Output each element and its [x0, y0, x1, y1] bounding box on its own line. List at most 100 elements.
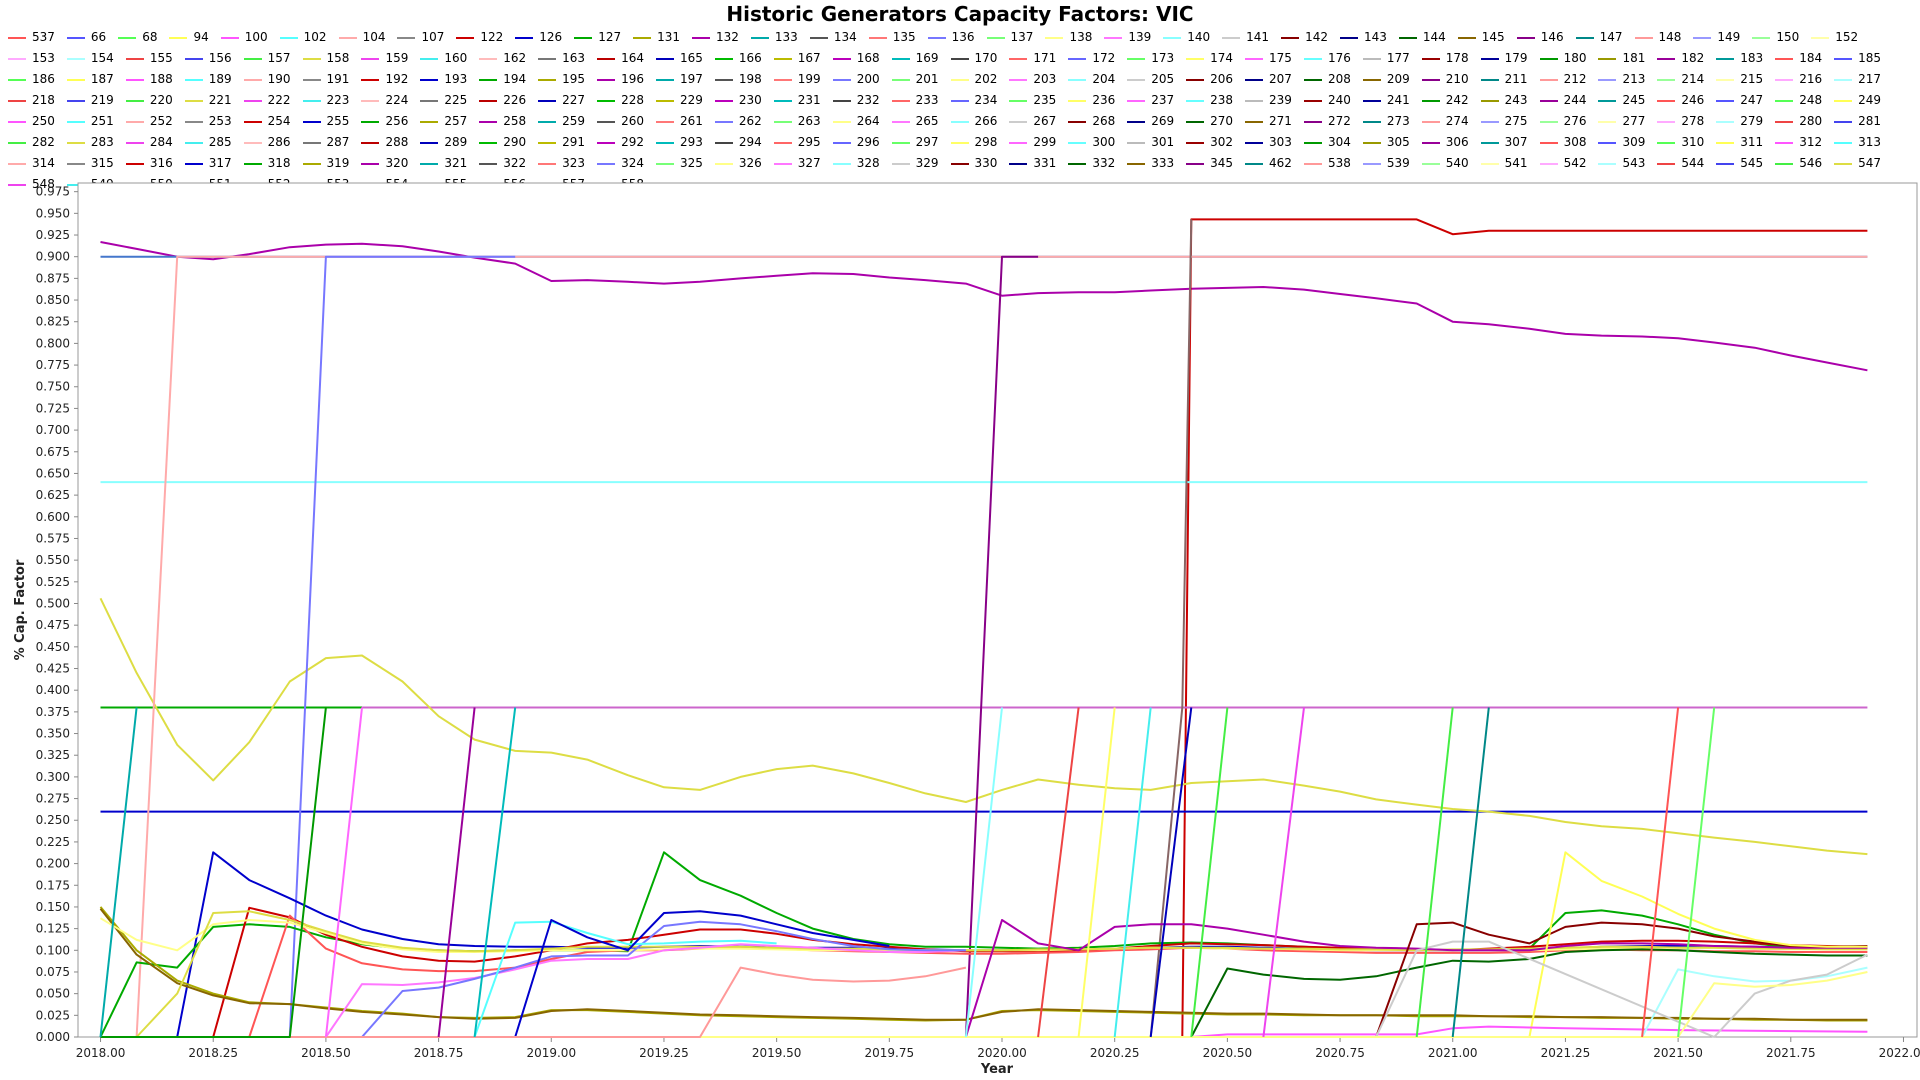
legend-swatch: [1186, 120, 1205, 123]
legend-swatch: [1339, 36, 1358, 39]
legend-swatch: [633, 36, 652, 39]
legend-swatch: [1834, 57, 1853, 60]
plot-frame: [77, 182, 1918, 1038]
legend-label: 214: [1681, 72, 1705, 86]
legend-swatch: [479, 57, 498, 60]
legend-item: 137: [986, 27, 1033, 48]
legend-item: 313: [1834, 132, 1881, 153]
legend-item: 275: [1480, 111, 1528, 132]
legend-label: 189: [208, 72, 232, 86]
series-layer: [99, 218, 1868, 1038]
legend-item: 233: [891, 90, 939, 111]
legend-swatch: [891, 57, 910, 60]
legend-item: 231: [773, 90, 821, 111]
legend-label: 195: [562, 72, 586, 86]
legend-item: 181: [1598, 48, 1645, 69]
legend-label: 196: [621, 72, 644, 86]
legend-swatch: [1127, 78, 1146, 81]
legend-item: 302: [1186, 132, 1233, 153]
legend-swatch: [714, 141, 733, 144]
legend-item: 269: [1127, 111, 1174, 132]
legend-label: 238: [1210, 93, 1234, 107]
legend-item: 296: [832, 132, 880, 153]
legend-swatch: [574, 36, 593, 39]
legend-swatch: [302, 99, 321, 102]
legend-swatch: [597, 99, 616, 102]
legend-swatch: [986, 36, 1005, 39]
legend-swatch: [832, 57, 851, 60]
legend-swatch: [1009, 162, 1028, 165]
legend-swatch: [1186, 57, 1205, 60]
legend-swatch: [125, 141, 144, 144]
legend-label: 141: [1246, 30, 1270, 44]
legend-item: 251: [66, 111, 114, 132]
legend-item: 277: [1598, 111, 1645, 132]
legend-label: 299: [1033, 135, 1057, 149]
legend-label: 545: [1740, 156, 1764, 170]
legend-swatch: [338, 36, 357, 39]
series-line: [437, 707, 476, 1038]
legend-label: 315: [90, 156, 114, 170]
y-tick-label: 0.525: [36, 575, 70, 589]
legend-swatch: [597, 120, 616, 123]
legend-swatch: [420, 57, 439, 60]
legend-label: 257: [444, 114, 468, 128]
legend-swatch: [8, 162, 26, 165]
legend-item: 264: [832, 111, 880, 132]
legend-swatch: [8, 183, 26, 186]
legend-item: 200: [832, 69, 880, 90]
legend-label: 301: [1151, 135, 1175, 149]
legend-label: 228: [621, 93, 644, 107]
legend-item: 100: [220, 27, 268, 48]
legend-item: 145: [1457, 27, 1505, 48]
legend-item: 297: [891, 132, 939, 153]
legend-label: 241: [1386, 93, 1410, 107]
legend-item: 218: [8, 90, 55, 111]
legend-label: 290: [503, 135, 527, 149]
series-line: [1113, 707, 1152, 1038]
x-tick-label: 2018.00: [76, 1046, 126, 1060]
legend-label: 304: [1327, 135, 1351, 149]
legend-item: 253: [184, 111, 232, 132]
legend-item: 126: [515, 27, 562, 48]
legend-label: 174: [1210, 51, 1234, 65]
legend-label: 291: [562, 135, 586, 149]
y-tick-label: 0.175: [36, 878, 70, 892]
legend-label: 546: [1799, 156, 1823, 170]
legend-swatch: [1775, 57, 1794, 60]
legend-item: 156: [184, 48, 232, 69]
legend-label: 230: [738, 93, 762, 107]
x-tick-label: 2018.50: [301, 1046, 351, 1060]
legend-label: 215: [1740, 72, 1764, 86]
legend-swatch: [1539, 78, 1558, 81]
legend-swatch: [302, 57, 321, 60]
legend-swatch: [714, 162, 733, 165]
legend-label: 317: [208, 156, 232, 170]
series-line: [100, 910, 1868, 1038]
legend-item: 66: [66, 27, 106, 48]
legend-swatch: [361, 57, 380, 60]
legend-swatch: [714, 57, 733, 60]
legend-label: 231: [797, 93, 821, 107]
legend-label: 183: [1740, 51, 1764, 65]
legend-swatch: [243, 78, 262, 81]
legend-item: 547: [1834, 153, 1881, 174]
legend-swatch: [66, 162, 85, 165]
x-tick-label: 2019.25: [639, 1046, 689, 1060]
legend-swatch: [1834, 141, 1853, 144]
legend-swatch: [538, 78, 557, 81]
legend: 537 66 68 94 100 102 104 107 122 126 127 131 132 133 1…: [8, 27, 1908, 195]
legend-label: 239: [1269, 93, 1292, 107]
legend-label: 308: [1563, 135, 1587, 149]
x-tick-label: 2021.50: [1653, 1046, 1703, 1060]
legend-item: 127: [574, 27, 621, 48]
legend-swatch: [1598, 141, 1617, 144]
legend-label: 144: [1422, 30, 1446, 44]
legend-swatch: [1716, 162, 1735, 165]
legend-item: 136: [927, 27, 975, 48]
legend-item: 203: [1009, 69, 1056, 90]
legend-item: 183: [1716, 48, 1763, 69]
legend-label: 167: [797, 51, 821, 65]
legend-label: 289: [444, 135, 468, 149]
legend-swatch: [184, 78, 203, 81]
